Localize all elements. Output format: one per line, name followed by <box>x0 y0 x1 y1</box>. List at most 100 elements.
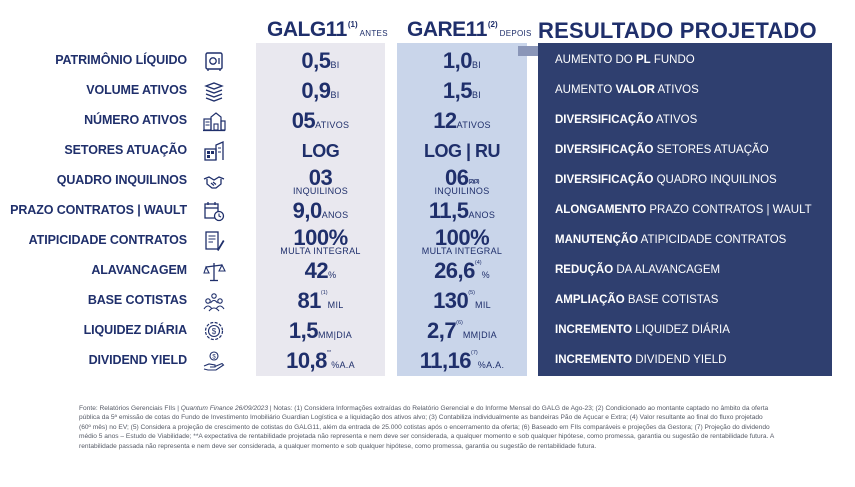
result-bold: REDUÇÃO <box>555 264 614 276</box>
row-label: QUADRO INQUILINOS <box>56 173 187 187</box>
result-text: ALONGAMENTO PRAZO CONTRATOS | WAULT <box>555 204 812 216</box>
row-7-b-value: 100% MULTA INTEGRAL <box>397 226 527 256</box>
result-text: AMPLIAÇÃO BASE COTISTAS <box>555 294 718 306</box>
table-row: SETORES ATUAÇÃO LOG LOG | RU DIVERSIFICAÇÃO… <box>0 136 855 166</box>
row-11-a-value: 10,8** %A.A <box>256 346 385 376</box>
footnote-ref: (6) <box>456 320 463 326</box>
row-label: NÚMERO ATIVOS <box>84 113 187 127</box>
row-1-b-value: 1,0BI <box>397 46 527 76</box>
galg-column-bg <box>256 43 385 376</box>
header-gare: GARE11(2)DEPOIS <box>407 18 532 42</box>
value-unit: % <box>328 270 337 280</box>
row-5-b-value: 06(2)(3) INQUILINOS <box>397 166 527 196</box>
row-9-b-value: 130(5) MIL <box>397 286 527 316</box>
result-pre: AUMENTO <box>555 84 616 96</box>
value-number: 100% <box>256 226 385 250</box>
value-unit: ANOS <box>321 210 349 220</box>
row-7-a-value: 100% MULTA INTEGRAL <box>256 226 385 256</box>
result-bold: DIVERSIFICAÇÃO <box>555 174 654 186</box>
result-post: SETORES ATUAÇÃO <box>653 144 769 156</box>
buildings-icon <box>202 110 226 132</box>
header-galg-name: GALG11 <box>267 18 347 41</box>
result-post: DA ALAVANCAGEM <box>613 264 721 276</box>
table-row: QUADRO INQUILINOS 03 INQUILINOS 06(2)(3) INQ… <box>0 166 855 196</box>
svg-text:$: $ <box>212 327 217 336</box>
header-galg-note: (1) <box>347 20 358 29</box>
value-text: 100% <box>434 225 490 250</box>
row-4-b-value: LOG | RU <box>397 136 527 166</box>
header-galg-tag: ANTES <box>359 29 388 38</box>
svg-text:$: $ <box>212 355 216 361</box>
value-number: 12 <box>433 108 457 133</box>
result-post: ATIPICIDADE CONTRATOS <box>638 234 787 246</box>
result-post: ATIVOS <box>653 114 698 126</box>
row-10-a-value: 1,5MM|DIA <box>256 316 385 346</box>
value-unit: % <box>481 270 490 280</box>
gare-column-bg <box>397 43 527 376</box>
row-label: ATIPICIDADE CONTRATOS <box>28 233 187 247</box>
result-post: BASE COTISTAS <box>624 294 719 306</box>
result-post: PRAZO CONTRATOS | WAULT <box>646 204 812 216</box>
table-row: DIVIDEND YIELD $10,8** %A.A 11,16(7) %A.A. IN… <box>0 346 855 376</box>
value-unit: ANOS <box>468 210 496 220</box>
value-text: 100% <box>293 225 348 250</box>
result-bold: ALONGAMENTO <box>555 204 647 216</box>
value-number: 1,5 <box>442 78 473 103</box>
value-number: 0,9 <box>301 78 331 103</box>
result-text: INCREMENTO LIQUIDEZ DIÁRIA <box>555 324 730 336</box>
result-bold: MANUTENÇÃO <box>555 234 639 246</box>
result-text: AUMENTO DO PL FUNDO <box>555 54 695 66</box>
sectors-icon <box>202 140 226 162</box>
result-text: INCREMENTO DIVIDEND YIELD <box>555 354 726 366</box>
result-bold: DIVERSIFICAÇÃO <box>555 114 654 126</box>
value-number: 11,16 <box>419 348 472 373</box>
coin-icon: $ <box>202 320 226 342</box>
row-3-b-value: 12ATIVOS <box>397 106 527 136</box>
result-pre: AUMENTO DO <box>555 54 636 66</box>
scale-icon <box>202 260 226 282</box>
result-bold: AMPLIAÇÃO <box>555 294 625 306</box>
table-row: PRAZO CONTRATOS | WAULT 9,0ANOS 11,5ANOS AL… <box>0 196 855 226</box>
footnote-ref: (1) <box>320 290 328 296</box>
row-4-a-value: LOG <box>256 136 385 166</box>
value-number: 2,7 <box>427 318 457 343</box>
value-unit: MULTA INTEGRAL <box>280 246 361 256</box>
value-unit: ATIVOS <box>315 120 350 130</box>
value-number: 9,0 <box>292 198 323 223</box>
value-unit: INQUILINOS <box>292 186 348 196</box>
calendar-clock-icon <box>202 200 226 222</box>
result-notch <box>518 46 538 56</box>
result-column-bg <box>538 43 832 376</box>
row-6-b-value: 11,5ANOS <box>397 196 527 226</box>
footnote-source-italic: Quantum Finance 26/09/2023 <box>180 405 269 412</box>
table-row: ALAVANCAGEM 42% 26,6(4)% REDUÇÃO DA ALAVANC… <box>0 256 855 286</box>
value-number: 1,5 <box>288 318 319 343</box>
row-label: BASE COTISTAS <box>87 293 187 307</box>
result-post: FUNDO <box>650 54 695 66</box>
row-label: LIQUIDEZ DIÁRIA <box>83 323 187 337</box>
layers-icon <box>202 80 226 102</box>
row-8-a-value: 42% <box>256 256 385 286</box>
result-post: ATIVOS <box>654 84 699 96</box>
header-gare-name: GARE11 <box>407 18 487 41</box>
footnote-ref: ** <box>326 350 332 356</box>
result-text: MANUTENÇÃO ATIPICIDADE CONTRATOS <box>555 234 786 246</box>
result-bold: INCREMENTO <box>555 324 633 336</box>
value-number: 06(2)(3) <box>397 166 527 190</box>
hand-coin-icon: $ <box>202 350 226 372</box>
row-5-a-value: 03 INQUILINOS <box>256 166 385 196</box>
value-number: 0,5 <box>301 48 331 73</box>
row-1-a-value: 0,5BI <box>256 46 385 76</box>
result-post: DIVIDEND YIELD <box>632 354 727 366</box>
footnote-ref: (2)(3) <box>468 179 480 185</box>
people-icon <box>202 290 226 312</box>
table-row: LIQUIDEZ DIÁRIA $1,5MM|DIA 2,7(6)MM|DIA INC… <box>0 316 855 346</box>
handshake-icon <box>202 170 226 192</box>
footnote-source: Fonte: Relatórios Gerenciais FIIs | <box>79 405 181 412</box>
value-number: 130 <box>433 288 469 313</box>
value-unit: BI <box>471 60 482 70</box>
result-text: DIVERSIFICAÇÃO ATIVOS <box>555 114 697 126</box>
result-text: DIVERSIFICAÇÃO SETORES ATUAÇÃO <box>555 144 769 156</box>
row-label: DIVIDEND YIELD <box>88 353 187 367</box>
value-unit: INQUILINOS <box>434 186 490 196</box>
